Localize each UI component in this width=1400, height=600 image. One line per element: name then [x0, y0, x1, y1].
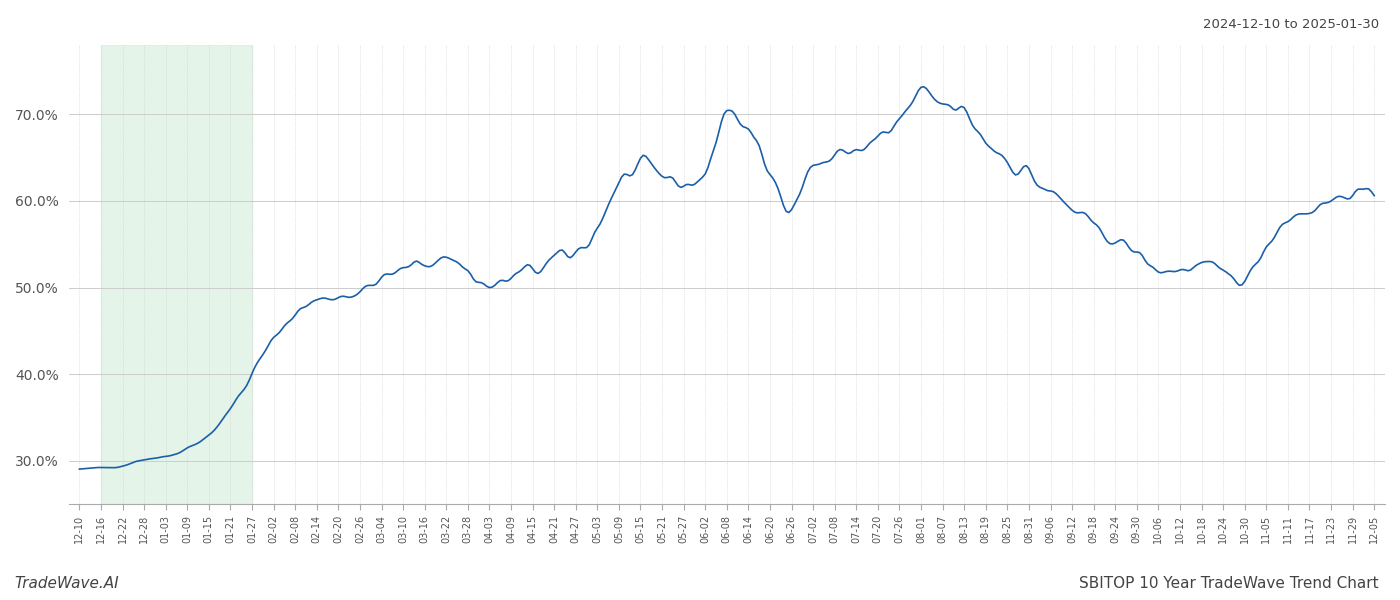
Text: 2024-12-10 to 2025-01-30: 2024-12-10 to 2025-01-30 [1203, 18, 1379, 31]
Bar [101, 45, 252, 504]
Text: SBITOP 10 Year TradeWave Trend Chart: SBITOP 10 Year TradeWave Trend Chart [1079, 576, 1379, 591]
Text: TradeWave.AI: TradeWave.AI [14, 576, 119, 591]
